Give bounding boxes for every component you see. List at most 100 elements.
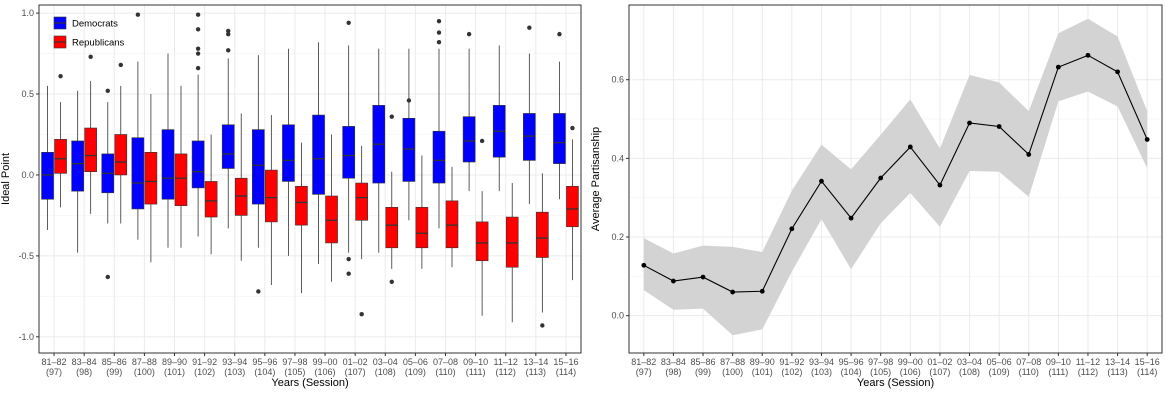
line-x-axis-label: Years (Session) — [857, 377, 934, 389]
x-tick-label-years: 05–06 — [987, 357, 1012, 367]
data-point — [1085, 52, 1091, 58]
boxplot-marks — [41, 12, 579, 328]
outlier-point — [118, 62, 123, 68]
data-point — [878, 175, 884, 181]
x-tick-label-session: (109) — [989, 367, 1010, 377]
box-republicans — [174, 85, 188, 248]
box-iqr — [204, 181, 218, 218]
box-democrats — [252, 55, 265, 294]
boxplot-panel: -1.0 -0.5 0.0 0.5 1.0 81–82(97) 83–84(98) 85–8… — [0, 4, 582, 389]
outlier-point — [58, 74, 63, 79]
x-tick-label-years: 03–04 — [373, 357, 398, 367]
data-point — [671, 278, 676, 284]
box-iqr — [385, 207, 399, 249]
line-marks — [641, 18, 1150, 336]
box-democrats — [492, 45, 506, 192]
x-tick-label-session: (98) — [665, 367, 681, 377]
data-point — [1026, 152, 1032, 157]
y-tick-label: 0.5 — [21, 89, 34, 99]
boxplot-y-axis: -1.0 -0.5 0.0 0.5 1.0 — [18, 8, 39, 342]
x-tick-label-years: 07–08 — [433, 357, 458, 367]
x-tick-label-session: (104) — [841, 367, 862, 377]
box-iqr — [475, 221, 489, 262]
y-tick-label: -0.5 — [18, 251, 34, 261]
box-republicans — [84, 54, 97, 214]
outlier-point — [570, 125, 575, 131]
outlier-point — [88, 54, 93, 59]
x-tick-label-session: (112) — [1078, 367, 1098, 377]
line-x-axis: 81–82(97) 83–84(98) 85–86(99) 87–88(100) 89–… — [631, 353, 1160, 377]
outlier-point — [466, 31, 472, 37]
boxplot-x-axis: 81–82(97) 83–84(98) 85–86(99) 87–88(100) 89–… — [42, 353, 578, 377]
x-tick-label-years: 91–92 — [192, 357, 217, 367]
box-republicans — [144, 94, 158, 263]
box-iqr — [161, 129, 175, 200]
box-republicans — [204, 134, 218, 255]
x-tick-label-years: 89–90 — [162, 357, 187, 367]
box-iqr — [71, 140, 84, 192]
data-point — [996, 124, 1002, 129]
x-tick-label-session: (111) — [1049, 367, 1069, 377]
box-democrats — [523, 25, 536, 205]
box-iqr — [462, 116, 476, 163]
x-tick-label-session: (99) — [106, 367, 122, 377]
x-tick-label-session: (112) — [496, 367, 516, 377]
outlier-point — [540, 323, 545, 328]
outlier-point — [527, 25, 532, 30]
box-iqr — [415, 207, 429, 249]
x-tick-label-years: 01–02 — [927, 357, 952, 367]
box-iqr — [252, 129, 265, 205]
box-democrats — [432, 18, 446, 229]
outlier-point — [105, 274, 110, 280]
x-tick-label-years: 11–12 — [494, 357, 518, 367]
data-point — [907, 144, 913, 150]
box-democrats — [402, 48, 416, 221]
box-democrats — [372, 48, 386, 253]
x-tick-label-session: (106) — [315, 367, 336, 377]
box-republicans — [234, 113, 248, 261]
x-tick-label-years: 11–12 — [1076, 357, 1100, 367]
outlier-point — [436, 18, 442, 24]
box-republicans — [415, 155, 429, 269]
data-point — [848, 215, 854, 221]
boxplot-x-axis-label: Years (Session) — [271, 377, 348, 389]
data-point — [759, 288, 765, 294]
x-tick-label-years: 97–98 — [868, 357, 893, 367]
box-democrats — [342, 20, 355, 276]
box-republicans — [505, 183, 519, 323]
data-point — [700, 274, 706, 280]
x-tick-label-years: 05–06 — [403, 357, 428, 367]
box-republicans — [265, 115, 278, 286]
y-tick-label: -1.0 — [18, 332, 34, 342]
outlier-point — [346, 20, 351, 26]
outlier-point — [105, 88, 110, 93]
box-republicans — [566, 125, 579, 281]
x-tick-label-session: (97) — [46, 367, 62, 377]
box-iqr — [402, 118, 416, 182]
x-tick-label-years: 81–82 — [631, 357, 656, 367]
x-tick-label-years: 15–16 — [1135, 357, 1160, 367]
x-tick-label-session: (108) — [959, 367, 980, 377]
box-iqr — [445, 200, 459, 249]
boxplot-panel-border — [38, 4, 582, 354]
x-tick-label-years: 87–88 — [132, 357, 157, 367]
box-republicans — [355, 145, 368, 317]
x-tick-label-years: 87–88 — [720, 357, 745, 367]
legend-label-democrats: Democrats — [72, 19, 118, 30]
box-iqr — [342, 126, 355, 179]
box-democrats — [462, 31, 476, 192]
x-tick-label-years: 13–14 — [1105, 357, 1130, 367]
outlier-point — [557, 31, 562, 37]
outlier-point — [226, 28, 231, 34]
box-iqr — [54, 139, 67, 174]
x-tick-label-session: (110) — [1019, 367, 1039, 377]
outlier-point — [406, 98, 412, 103]
box-republicans — [536, 173, 549, 328]
box-iqr — [84, 127, 97, 173]
partisanship-line — [643, 54, 1148, 293]
outlier-point — [195, 27, 201, 32]
outlier-point — [389, 279, 394, 284]
box-iqr — [566, 185, 579, 228]
y-tick-label: 1.0 — [21, 8, 34, 18]
